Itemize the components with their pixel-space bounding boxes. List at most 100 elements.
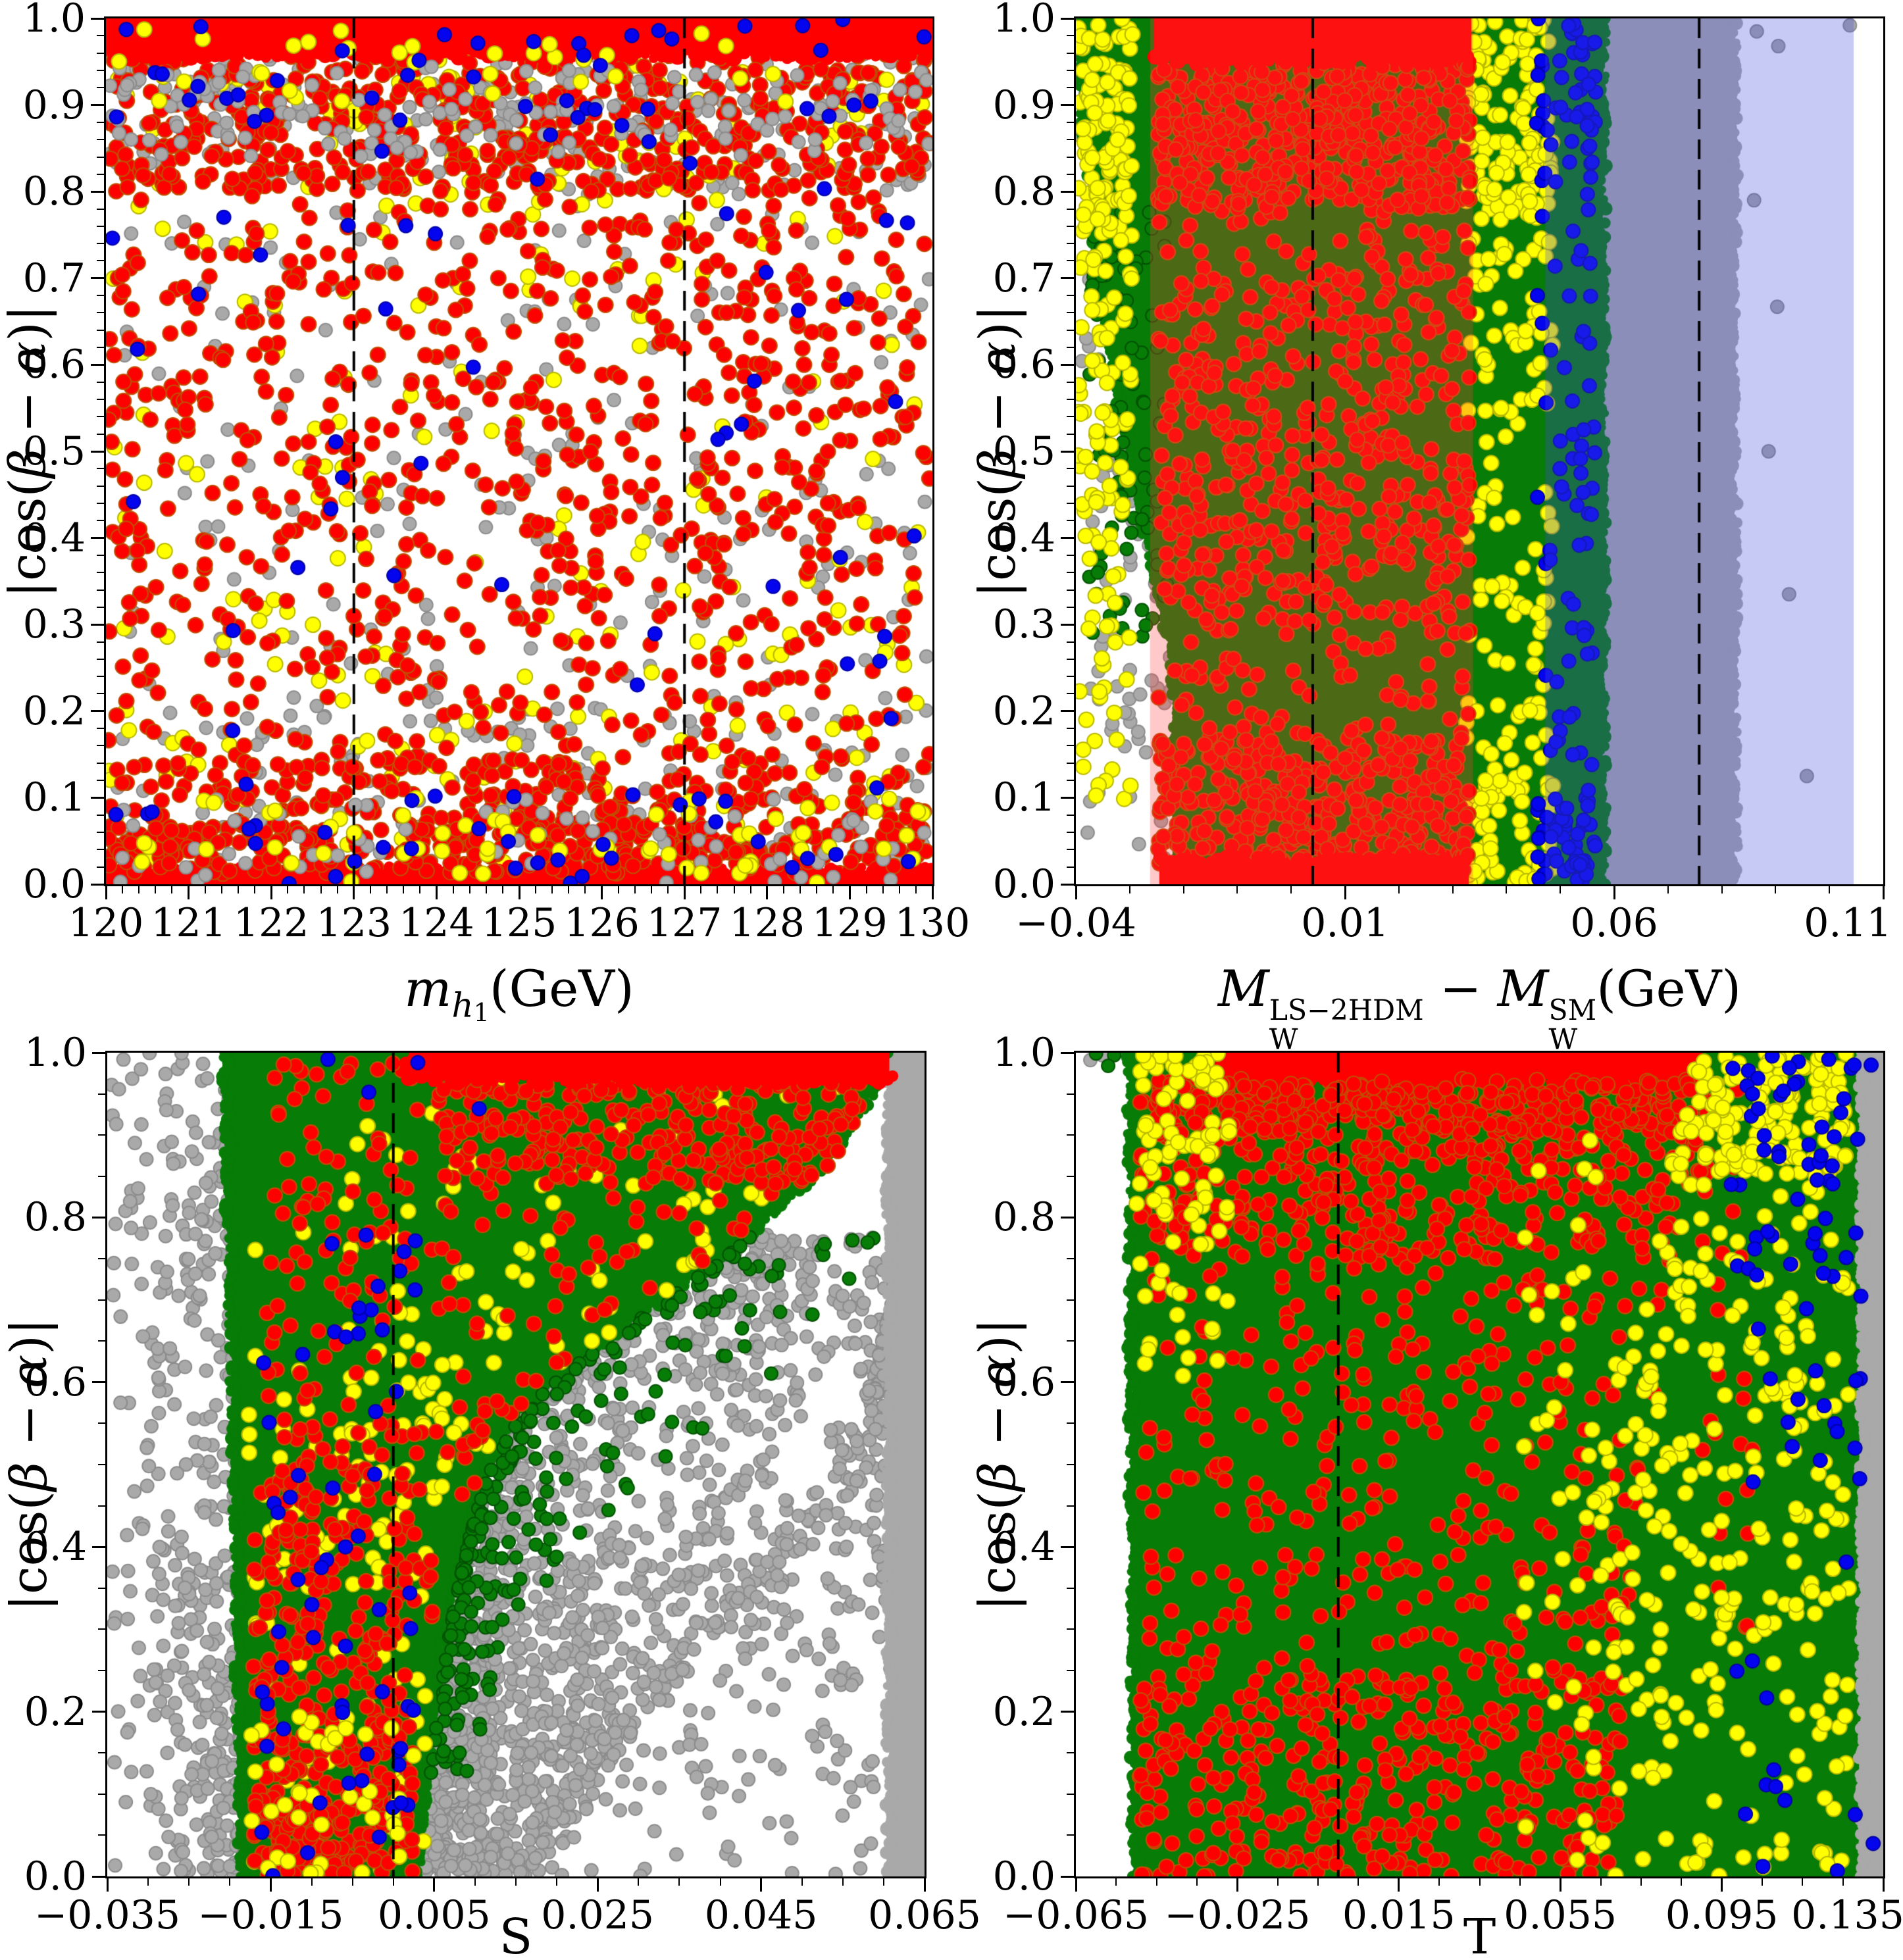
label-sup: LS−2HDM [1269,994,1424,1028]
x-tick [1882,1878,1885,1892]
x-minor-tick [882,886,884,893]
y-minor-tick [1067,1422,1074,1424]
x-tick [1236,1878,1238,1892]
y-minor-tick [98,1752,105,1754]
label-segment: )| [968,305,1027,341]
x-minor-tick [1667,886,1669,893]
x-tick [518,886,520,899]
x-minor-tick [568,886,570,893]
y-minor-tick [97,69,104,71]
y-tick [91,104,104,107]
y-tick-label: 0.6 [992,341,1055,388]
y-minor-tick [1067,1175,1074,1177]
x-minor-tick [638,1878,640,1886]
x-tick [1344,886,1346,899]
x-minor-tick [1452,886,1454,893]
x-minor-tick [419,886,421,893]
label-segment: M [1217,959,1269,1018]
y-axis-label-bottom-left: |cos(β − α)| [0,1318,58,1611]
y-tick [1061,710,1074,713]
x-minor-tick [617,886,619,893]
label-stack: LS−2HDM W [1269,994,1424,1054]
y-minor-tick [97,520,104,522]
x-tick-label: 0.055 [1504,1892,1617,1938]
x-tick-label: −0.04 [1015,900,1136,946]
x-minor-tick [220,886,222,893]
y-axis-label-top-right: |cos(β − α)| [968,305,1027,597]
x-minor-tick [801,1878,803,1886]
x-minor-tick [1357,1878,1359,1886]
y-tick [1061,623,1074,626]
y-minor-tick [1067,1793,1074,1795]
x-tick [1721,1878,1723,1892]
x-minor-tick [842,1878,844,1886]
x-tick-label: 120 [68,900,144,946]
scatter-canvas-top-left [106,18,932,884]
x-minor-tick [1761,1878,1763,1886]
y-minor-tick [1067,745,1074,747]
y-minor-tick [98,1834,105,1836]
x-minor-tick [634,886,636,893]
label-sub: W [1548,1022,1578,1056]
y-tick [1061,363,1074,366]
x-minor-tick [1182,886,1184,893]
y-tick-label: 0.0 [22,861,86,907]
y-tick [1061,1381,1074,1384]
y-minor-tick [1067,641,1074,643]
y-tick-label: 0.5 [22,428,86,474]
y-tick [1061,883,1074,886]
x-minor-tick [1600,1878,1602,1886]
y-tick-label: 0.8 [992,168,1055,215]
x-minor-tick [1317,1878,1319,1886]
y-minor-tick [97,606,104,608]
y-minor-tick [97,35,104,37]
y-tick [92,1381,105,1384]
label-segment: (GeV) [1596,959,1742,1018]
y-tick [1061,1875,1074,1878]
scatter-canvas-top-right [1076,18,1883,884]
y-tick-label: 0.5 [992,428,1055,474]
y-minor-tick [1067,485,1074,487]
subplot-bottom-left: −0.035 −0.015 0.005 0.025 0.045 0.065 0.0 0.2 0.… [0,1033,981,1960]
y-minor-tick [98,1422,105,1424]
y-minor-tick [1067,762,1074,764]
y-minor-tick [1067,312,1074,314]
x-tick [848,886,851,899]
x-tick-label: 121 [151,900,226,946]
x-tick-label: 126 [564,900,640,946]
y-tick-label: 0.0 [24,1853,87,1899]
y-axis-label-bottom-right: |cos(β − α)| [968,1318,1027,1611]
y-axis-label-top-left: |cos(β − α)| [0,305,57,597]
y-minor-tick [97,468,104,470]
y-minor-tick [1067,225,1074,227]
label-segment: α [968,1354,1027,1389]
y-minor-tick [1067,676,1074,678]
x-minor-tick [1640,1878,1642,1886]
x-minor-tick [799,886,801,893]
x-tick-label: 0.015 [1342,1892,1456,1938]
x-minor-tick [254,886,256,893]
y-tick [1061,17,1074,20]
x-minor-tick [1115,1878,1117,1886]
x-tick [601,886,603,899]
x-minor-tick [719,1878,721,1886]
y-minor-tick [97,745,104,747]
y-minor-tick [97,572,104,574]
y-tick [91,17,104,20]
y-tick [91,883,104,886]
y-minor-tick [97,658,104,660]
x-tick [1613,886,1615,899]
x-minor-tick [1236,886,1238,893]
label-sup: SM [1548,994,1597,1028]
y-minor-tick [1067,814,1074,816]
x-minor-tick [1519,1878,1521,1886]
y-minor-tick [98,1299,105,1301]
y-minor-tick [97,121,104,123]
x-minor-tick [392,1878,394,1886]
y-tick-label: 0.4 [992,515,1055,561]
label-segment: − [0,1388,58,1463]
x-tick [1398,1878,1400,1892]
y-tick [92,1545,105,1548]
x-minor-tick [1560,886,1561,893]
